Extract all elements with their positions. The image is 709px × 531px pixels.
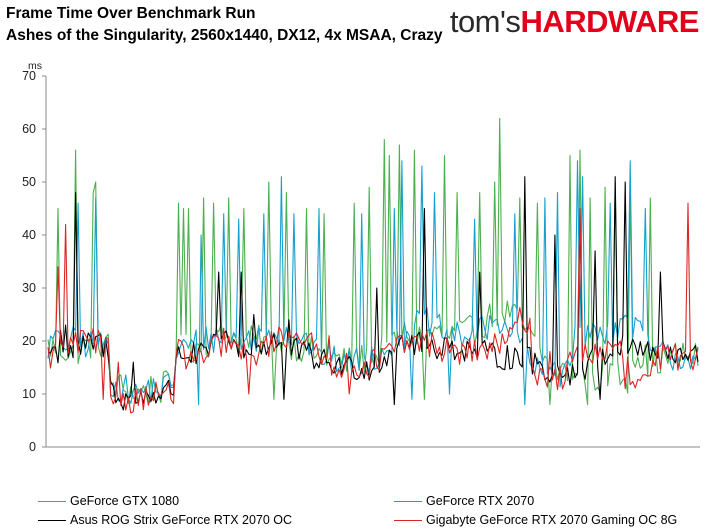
legend-swatch xyxy=(394,500,422,502)
chart-subtitle: Ashes of the Singularity, 2560x1440, DX1… xyxy=(6,27,443,44)
legend-label: Asus ROG Strix GeForce RTX 2070 OC xyxy=(70,513,293,527)
y-tick-label: 60 xyxy=(22,122,36,136)
y-tick-label: 10 xyxy=(22,387,36,401)
legend-label: Gigabyte GeForce RTX 2070 Gaming OC 8G xyxy=(426,513,678,527)
y-tick-label: 0 xyxy=(29,440,36,454)
toms-hardware-logo: tom'sHARDWARE xyxy=(449,4,700,40)
y-tick-label: 70 xyxy=(22,69,36,83)
legend-item: Gigabyte GeForce RTX 2070 Gaming OC 8G xyxy=(394,513,677,527)
y-tick-label: 50 xyxy=(22,175,36,189)
y-tick-label: 40 xyxy=(22,228,36,242)
y-tick-label: 30 xyxy=(22,281,36,295)
series-line-3 xyxy=(47,176,699,411)
legend-swatch xyxy=(38,519,66,521)
legend-label: GeForce RTX 2070 xyxy=(426,494,535,508)
series-line-2 xyxy=(47,160,699,406)
series-line-4 xyxy=(47,202,699,414)
chart-title: Frame Time Over Benchmark Run xyxy=(6,5,256,22)
legend-swatch xyxy=(38,500,66,502)
legend-label: GeForce GTX 1080 xyxy=(70,494,180,508)
y-axis-label: ms xyxy=(28,60,42,72)
legend-swatch xyxy=(394,519,422,521)
legend-item: Asus ROG Strix GeForce RTX 2070 OC xyxy=(38,513,292,527)
legend-item: GeForce GTX 1080 xyxy=(38,494,179,508)
legend-item: GeForce RTX 2070 xyxy=(394,494,534,508)
plot-area xyxy=(47,117,699,414)
logo-part-toms: tom's xyxy=(449,4,521,39)
y-tick-label: 20 xyxy=(22,334,36,348)
logo-part-hardware: HARDWARE xyxy=(520,4,699,39)
